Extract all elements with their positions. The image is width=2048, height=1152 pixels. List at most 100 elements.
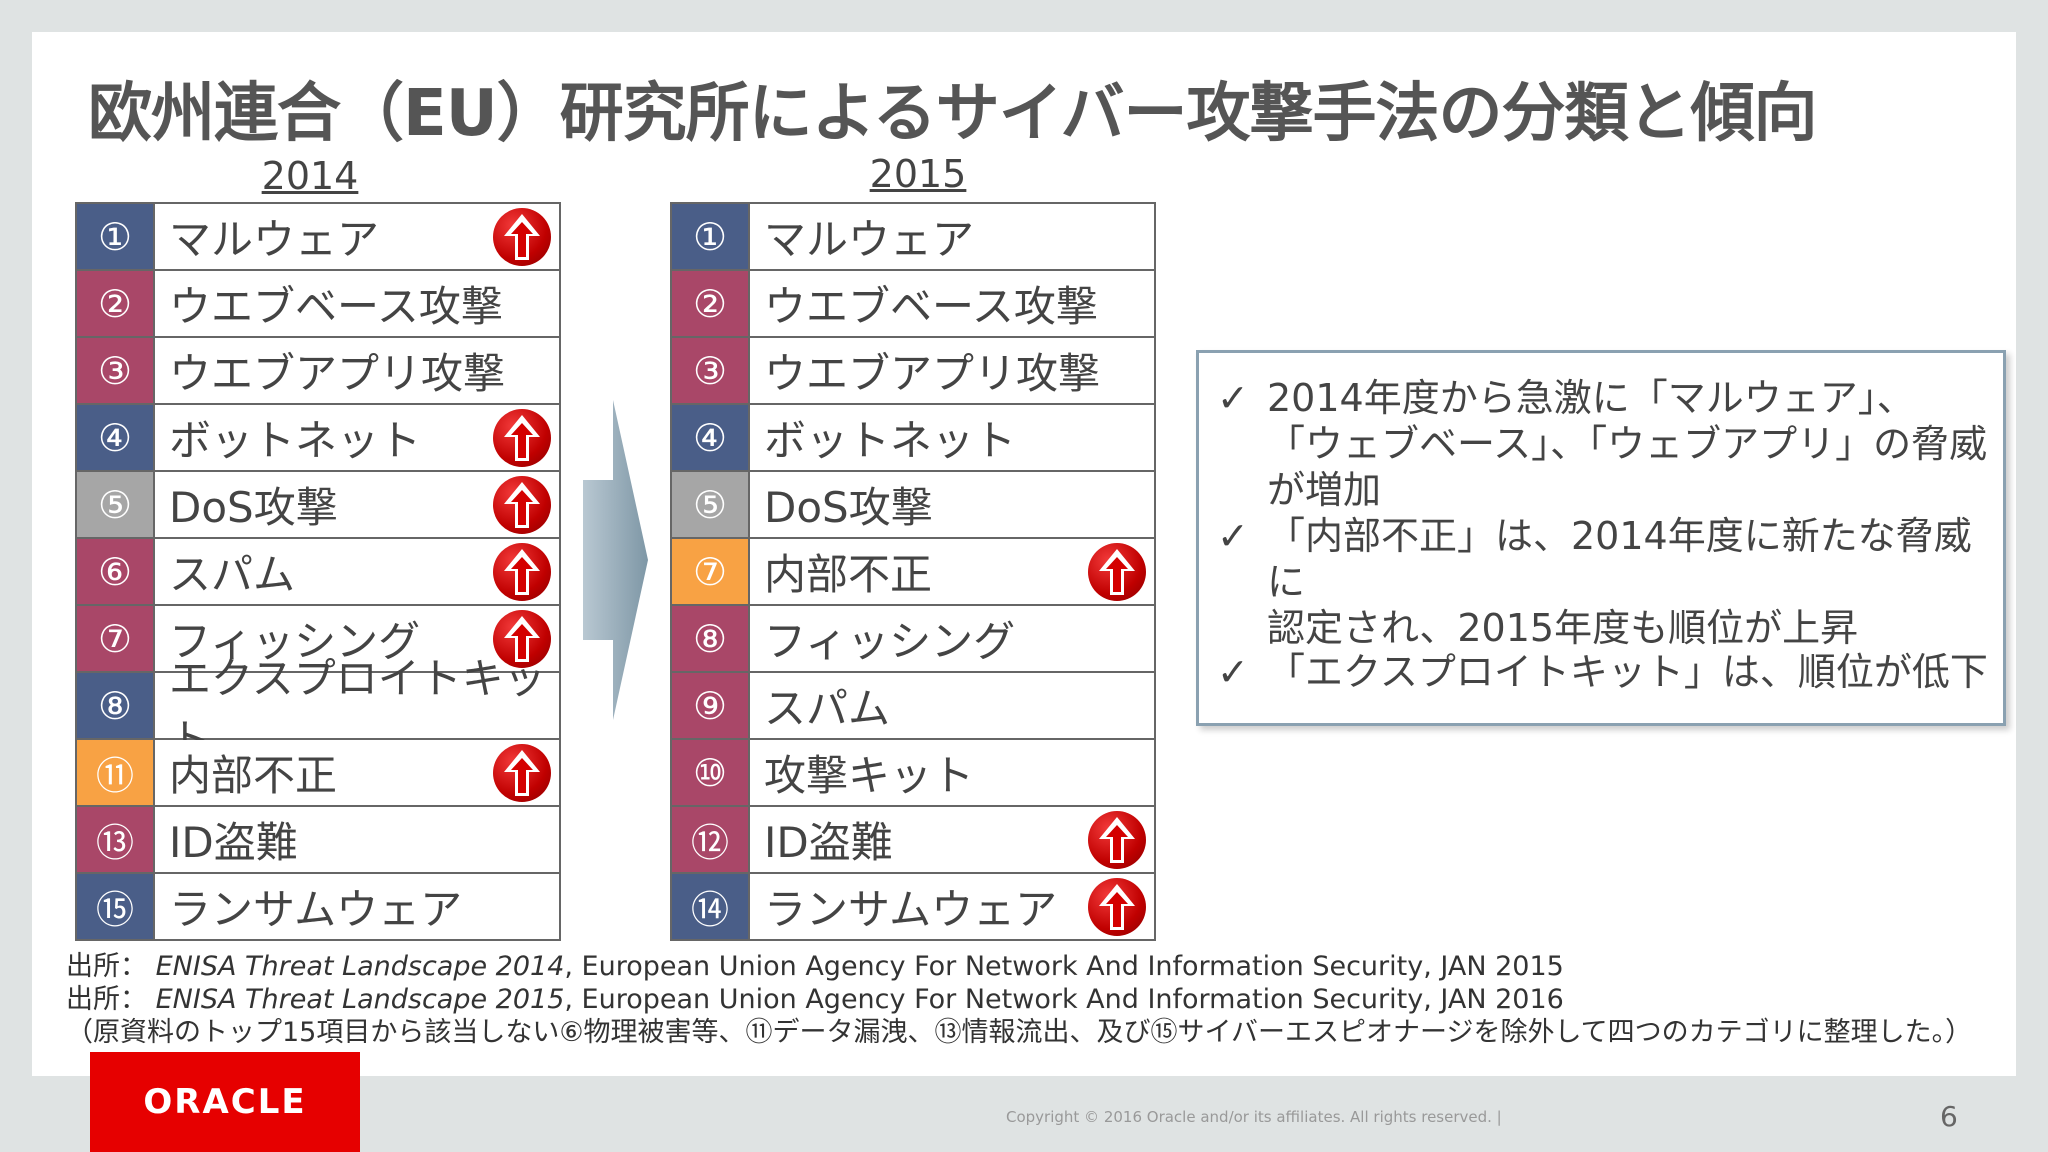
rank-label-cell: DoS攻撃 [750,472,1154,537]
ranking-row: ⑮ ランサムウェア [77,874,559,939]
rank-label-cell: マルウェア [750,204,1154,269]
year-2014-heading: 2014 [261,154,359,198]
source-line-1: 出所： ENISA Threat Landscape 2014, Europea… [66,950,1972,983]
rank-number: ① [672,204,750,269]
rank-label: フィッシング [764,617,1016,666]
rank-label-cell: スパム [750,673,1154,738]
rank-number: ⑬ [77,807,155,872]
rank-number-text: ⑩ [692,750,728,795]
rank-number-text: ⑦ [97,616,133,661]
rank-number: ⑤ [672,472,750,537]
rank-label: 内部不正 [764,550,933,599]
rank-label-cell: ボットネット [155,405,559,470]
summary-bullet-text: 2014年度から急激に「マルウェア」、 「ウェブベース」、「ウェブアプリ」の脅威… [1267,376,1988,512]
rank-label-cell: フィッシング [750,606,1154,671]
rank-label: ボットネット [764,416,1017,465]
rank-number-text: ④ [692,415,728,460]
rank-label: ウエブベース攻撃 [764,282,1098,331]
ranking-row: ③ ウエブアプリ攻撃 [77,338,559,405]
rank-label: ウエブアプリ攻撃 [169,349,506,398]
ranking-row: ⑬ ID盗難 [77,807,559,874]
rank-number-text: ③ [692,348,728,393]
rank-label: 内部不正 [169,751,338,800]
rank-number-text: ⑫ [690,821,729,865]
rank-label: マルウェア [764,215,975,264]
source-line-2: 出所： ENISA Threat Landscape 2015, Europea… [66,983,1972,1016]
source-title-2014: ENISA Threat Landscape 2014 [155,951,565,982]
rank-number: ① [77,204,155,269]
summary-box: ✓ 2014年度から急激に「マルウェア」、 「ウェブベース」、「ウェブアプリ」の… [1196,350,2006,726]
summary-bullet: ✓ 「内部不正」は、2014年度に新たな脅威に 認定され、2015年度も順位が上… [1217,513,2003,651]
copyright: Copyright © 2016 Oracle and/or its affil… [1006,1108,1502,1126]
rank-label-cell: ウエブベース攻撃 [155,271,559,336]
summary-bullet-text: 「内部不正」は、2014年度に新たな脅威に 認定され、2015年度も順位が上昇 [1267,514,1972,650]
rank-number-text: ⑭ [690,888,729,932]
ranking-row: ⑦ フィッシング [77,606,559,673]
rank-number-text: ⑬ [95,821,134,865]
rank-number-text: ⑧ [692,616,728,661]
ranking-row: ④ ボットネット [672,405,1154,472]
up-arrow-icon [1088,877,1146,936]
rank-label: DoS攻撃 [764,483,933,532]
up-arrow-icon [493,475,551,534]
ranking-row: ⑧ エクスプロイトキット [77,654,559,764]
rank-number: ⑨ [672,673,750,738]
summary-bullet: ✓ 2014年度から急激に「マルウェア」、 「ウェブベース」、「ウェブアプリ」の… [1217,375,2003,513]
rank-number: ② [77,271,155,336]
rank-label-cell: マルウェア [155,204,559,269]
rank-label: スパム [764,684,891,733]
summary-bullet: ✓ 「エクスプロイトキット」は、順位が低下 [1217,649,1988,695]
rank-label-cell: DoS攻撃 [155,472,559,537]
ranking-row: ① マルウェア [672,204,1154,271]
rank-number-text: ⑧ [97,683,133,728]
ranking-row: ⑩ 攻撃キット [672,740,1154,807]
sources: 出所： ENISA Threat Landscape 2014, Europea… [66,950,1972,1049]
rank-label-cell: エクスプロイトキット [155,654,559,764]
ranking-row: ② ウエブベース攻撃 [672,271,1154,338]
rank-label: フィッシング [169,617,421,666]
rank-number-text: ③ [97,348,133,393]
rank-number-text: ⑥ [97,549,133,594]
up-arrow-icon [493,743,551,802]
ranking-row: ⑪ 内部不正 [77,740,559,807]
rank-number: ④ [77,405,155,470]
rank-number: ⑩ [672,740,750,805]
rank-label: ウエブベース攻撃 [169,282,503,331]
source-note: （原資料のトップ15項目から該当しない⑥物理被害等、⑪データ漏洩、⑬情報流出、及… [66,1017,1973,1048]
rank-label-cell: スパム [155,539,559,604]
rank-label-cell: 攻撃キット [750,740,1154,805]
rank-number: ② [672,271,750,336]
rank-label: スパム [169,550,296,599]
ranking-row: ④ ボットネット [77,405,559,472]
rank-number-text: ⑮ [95,888,134,932]
up-arrow-icon [493,542,551,601]
rank-label-cell: 内部不正 [155,740,559,805]
rank-number: ⑧ [672,606,750,671]
rank-number: ⑦ [672,539,750,604]
page-number: 6 [1940,1100,1958,1133]
rank-number: ⑮ [77,874,155,939]
source-prefix: 出所： [66,951,147,982]
source-prefix: 出所： [66,984,147,1015]
rank-label: DoS攻撃 [169,483,338,532]
rank-label: ID盗難 [169,818,298,867]
rank-number-text: ⑤ [97,482,133,527]
rank-number-text: ⑦ [692,549,728,594]
up-arrow-icon [1088,810,1146,869]
rank-number: ⑥ [77,539,155,604]
ranking-row: ⑦ 内部不正 [672,539,1154,606]
rank-number: ⑦ [77,606,155,671]
ranking-row: ⑫ ID盗難 [672,807,1154,874]
rank-number-text: ② [97,281,133,326]
rank-label: 攻撃キット [764,751,975,800]
page-title: 欧州連合（EU）研究所によるサイバー攻撃手法の分類と傾向 [88,77,1817,151]
rank-label-cell: 内部不正 [750,539,1154,604]
rank-number: ③ [77,338,155,403]
rank-number: ⑪ [77,740,155,805]
rank-label-cell: ランサムウェア [155,874,559,939]
up-arrow-icon [493,609,551,668]
ranking-table-2014: ① マルウェア ② ウエブベース攻撃 ③ ウエブアプリ攻撃 ④ ボットネット ⑤ DoS攻撃 ⑥ スパ… [75,202,561,941]
ranking-row: ⑧ フィッシング [672,606,1154,673]
rank-number: ⑭ [672,874,750,939]
ranking-row: ⑥ スパム [77,539,559,606]
